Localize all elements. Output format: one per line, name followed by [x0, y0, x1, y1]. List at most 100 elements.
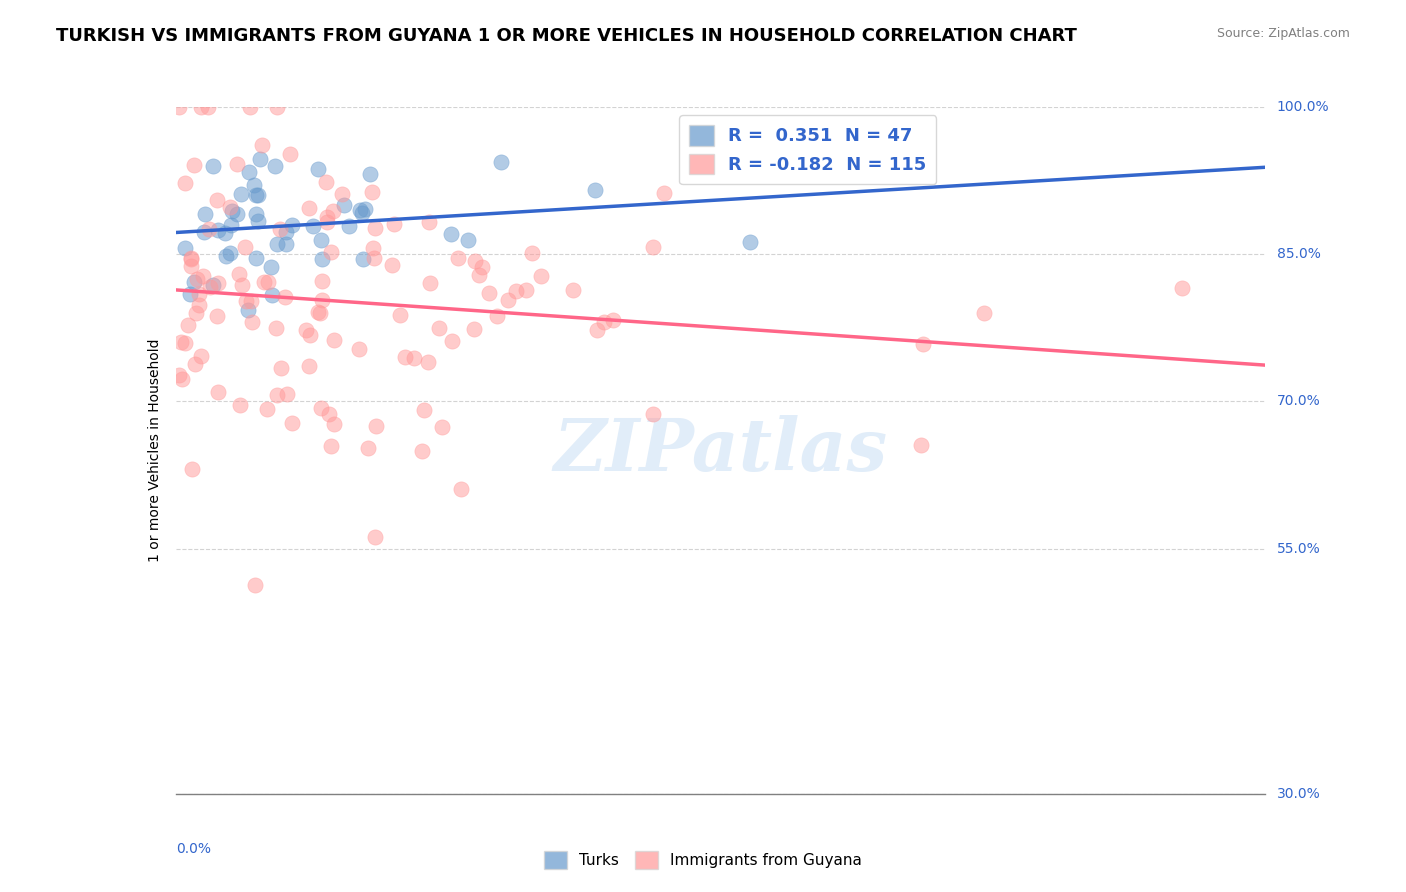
Point — [202, 277, 225, 292]
Point — [245, 207, 267, 221]
Point — [363, 221, 385, 235]
Point — [170, 372, 193, 386]
Point — [404, 351, 426, 366]
Point — [263, 159, 285, 173]
Point — [242, 178, 264, 193]
Point — [205, 193, 228, 207]
Point — [583, 183, 606, 197]
Point — [233, 240, 256, 254]
Point — [388, 308, 411, 322]
Point — [236, 302, 259, 317]
Point — [359, 168, 381, 182]
Point — [238, 165, 260, 179]
Point — [316, 211, 339, 225]
Point — [188, 298, 211, 312]
Point — [207, 222, 229, 236]
Point — [361, 241, 384, 255]
Point — [394, 350, 416, 364]
Point — [315, 175, 337, 189]
Text: 55.0%: 55.0% — [1277, 541, 1320, 556]
Point — [418, 215, 440, 229]
Point — [361, 186, 384, 200]
Point — [332, 197, 354, 211]
Point — [311, 274, 333, 288]
Point — [180, 251, 202, 265]
Point — [218, 200, 240, 214]
Point — [214, 227, 236, 241]
Point — [311, 252, 333, 267]
Point — [246, 213, 269, 227]
Point — [352, 252, 374, 266]
Point — [505, 284, 527, 298]
Point — [194, 207, 217, 221]
Point — [307, 162, 329, 177]
Point — [169, 100, 191, 114]
Point — [311, 293, 333, 307]
Point — [357, 441, 380, 455]
Point — [446, 252, 468, 266]
Point — [381, 258, 404, 272]
Point — [174, 336, 197, 351]
Point — [562, 283, 585, 297]
Point — [252, 138, 274, 153]
Point — [349, 203, 371, 218]
Point — [180, 259, 202, 273]
Point — [337, 219, 360, 233]
Point — [225, 207, 247, 221]
Point — [363, 251, 385, 265]
Point — [170, 334, 193, 349]
Point — [193, 225, 215, 239]
Point — [264, 321, 287, 335]
Point — [910, 438, 932, 452]
Point — [354, 202, 377, 217]
Point — [245, 188, 267, 202]
Point — [478, 285, 501, 300]
Point — [602, 313, 624, 327]
Point — [239, 100, 262, 114]
Point — [416, 354, 439, 368]
Point — [311, 401, 333, 416]
Point — [464, 253, 486, 268]
Point — [190, 100, 212, 114]
Point — [364, 530, 387, 544]
Point — [180, 252, 202, 266]
Point — [520, 245, 543, 260]
Point — [496, 293, 519, 308]
Point — [191, 268, 214, 283]
Point — [973, 306, 995, 320]
Point — [307, 305, 329, 319]
Point — [280, 146, 302, 161]
Point — [257, 275, 280, 289]
Point — [430, 420, 453, 434]
Point — [309, 306, 332, 320]
Point — [188, 287, 211, 301]
Point — [243, 578, 266, 592]
Text: 0.0%: 0.0% — [176, 842, 211, 856]
Point — [269, 222, 291, 236]
Point — [207, 310, 229, 324]
Point — [197, 222, 219, 236]
Point — [183, 158, 205, 172]
Point — [229, 187, 252, 202]
Point — [738, 235, 761, 249]
Point — [235, 294, 257, 309]
Point — [411, 443, 433, 458]
Point — [450, 482, 472, 496]
Point — [652, 186, 675, 200]
Point — [485, 309, 508, 323]
Point — [641, 240, 664, 254]
Point — [228, 398, 250, 412]
Point — [221, 204, 243, 219]
Point — [266, 237, 288, 252]
Point — [440, 227, 463, 241]
Point — [427, 320, 450, 334]
Point — [440, 334, 463, 348]
Point — [323, 417, 346, 431]
Point — [198, 280, 221, 294]
Point — [202, 159, 225, 173]
Point — [219, 219, 242, 233]
Point — [318, 407, 340, 421]
Point — [173, 176, 195, 190]
Point — [180, 462, 202, 476]
Point — [468, 268, 491, 282]
